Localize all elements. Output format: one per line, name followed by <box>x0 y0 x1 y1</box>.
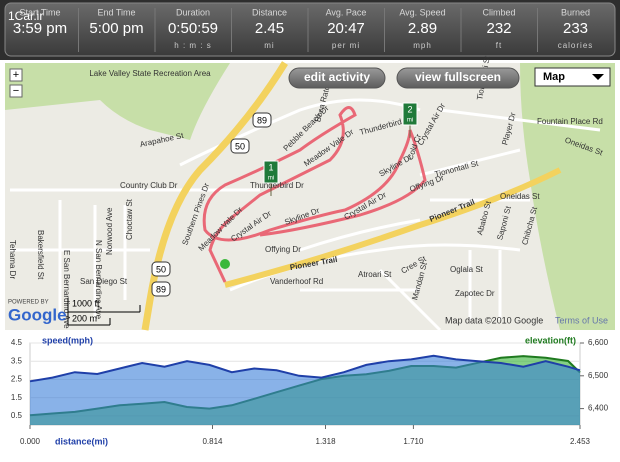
map-type-label: Map <box>543 71 565 83</box>
fullscreen-button[interactable] <box>396 67 520 89</box>
marker-number: 1 <box>268 162 273 172</box>
google-logo: Google <box>8 305 67 324</box>
street-label: N San Bernardino Ave <box>94 240 103 320</box>
street-label: Tehama Dr <box>8 240 17 279</box>
stat-unit: h : m : s <box>174 41 211 50</box>
attribution: Map data ©2010 Google <box>445 315 543 325</box>
map-type-select[interactable] <box>534 67 611 87</box>
fullscreen-button-label: view fullscreen <box>415 70 501 84</box>
stat-value: 0:50:59 <box>168 20 218 37</box>
stat-value: 233 <box>563 20 588 37</box>
x-axis-label: distance(mi) <box>55 436 108 446</box>
stat-label: Climbed <box>482 7 515 17</box>
y2-tick-label: 6,500 <box>588 371 609 380</box>
stat-label: Duration <box>176 7 210 17</box>
street-label: Zapotec Dr <box>455 289 495 298</box>
street-label: Oneidas St <box>500 192 540 201</box>
marker-unit: mi <box>407 118 413 124</box>
street-label: Thunderbird Dr <box>250 181 304 190</box>
street-label: Bakersfield St <box>36 230 45 280</box>
x-tick-label: 0.000 <box>20 437 41 446</box>
street-label: Vanderhoof Rd <box>270 277 323 286</box>
edit-button[interactable] <box>288 67 386 89</box>
series-line <box>29 354 581 383</box>
stat-value: 2.45 <box>255 20 284 37</box>
zoom-in[interactable] <box>9 68 23 82</box>
marker-number: 2 <box>407 104 412 114</box>
zoom-out[interactable] <box>9 84 23 98</box>
map: Lake Valley State Recreation Area Arapah… <box>5 54 615 332</box>
scale-bar <box>67 298 141 326</box>
legend-speed: speed(mph) <box>42 335 93 345</box>
stat-unit: calories <box>558 41 594 50</box>
shield-label: 50 <box>156 264 166 274</box>
stat-unit: mph <box>413 41 432 50</box>
legend-elevation: elevation(ft) <box>525 335 576 345</box>
highway <box>141 61 288 331</box>
x-tick-label: 1.318 <box>316 437 337 446</box>
scale-ft: 1000 ft <box>72 298 100 308</box>
street-label: Atroari St <box>358 270 392 279</box>
y-tick-label: 4.5 <box>11 338 23 347</box>
shields: 89 50 50 89 <box>151 112 272 297</box>
stat-label: End Time <box>97 7 135 17</box>
street-label: San Diego St <box>80 277 128 286</box>
pioneer-trail <box>224 167 562 288</box>
y-tick-label: 0.5 <box>11 411 23 420</box>
series-area <box>30 355 580 425</box>
shield-label: 89 <box>156 284 166 294</box>
street-label: Fountain Place Rd <box>537 117 603 126</box>
shield-label: 89 <box>257 115 267 125</box>
x-tick-label: 1.710 <box>403 437 424 446</box>
x-tick-label: 2.453 <box>570 437 591 446</box>
y-tick-label: 1.5 <box>11 393 23 402</box>
park-label: Lake Valley State Recreation Area <box>89 69 211 78</box>
stat-unit: per mi <box>332 41 360 50</box>
stat-value: 3:59 pm <box>13 20 67 37</box>
stat-unit: mi <box>264 41 274 50</box>
stat-value: 232 <box>486 20 511 37</box>
stat-label: Start Time <box>19 7 60 17</box>
y2-tick-label: 6,600 <box>588 338 609 347</box>
stat-value: 20:47 <box>327 20 365 37</box>
stat-unit: ft <box>496 41 502 50</box>
y2-tick-label: 6,400 <box>588 404 609 413</box>
street-label: Norwood Ave <box>105 207 114 255</box>
y-tick-label: 2.5 <box>11 375 23 384</box>
stat-label: Avg. Pace <box>326 7 367 17</box>
zoom-out-label: − <box>13 85 19 97</box>
stat-label: Burned <box>561 7 590 17</box>
terms-link[interactable]: Terms of Use <box>555 315 608 325</box>
scale-m: 200 m <box>72 313 97 323</box>
stat-label: Distance <box>252 7 287 17</box>
street-label: Country Club Dr <box>120 181 178 190</box>
x-tick-label: 0.814 <box>202 437 223 446</box>
watermark: 1Car.ir <box>8 9 43 23</box>
zoom-in-label: + <box>13 69 19 81</box>
powered-by: POWERED BY <box>8 300 49 306</box>
street-label: E San Bernardino Ave <box>62 250 71 329</box>
shield-label: 50 <box>235 141 245 151</box>
dropdown-arrow <box>592 74 604 80</box>
stat-value: 2.89 <box>408 20 437 37</box>
mile-markers: 1 mi 2 mi <box>263 102 418 196</box>
park-area <box>5 63 230 140</box>
street-label: Choctaw St <box>125 198 134 240</box>
stat-value: 5:00 pm <box>89 20 143 37</box>
marker-unit: mi <box>268 176 274 182</box>
route <box>202 106 427 283</box>
street-label: Offying Dr <box>265 245 301 254</box>
street-label: Oglala St <box>450 265 484 274</box>
start-pin <box>220 259 230 269</box>
stats-panel <box>4 2 616 57</box>
edit-button-label: edit activity <box>304 70 370 84</box>
stat-label: Avg. Speed <box>399 7 445 17</box>
y-tick-label: 3.5 <box>11 356 23 365</box>
